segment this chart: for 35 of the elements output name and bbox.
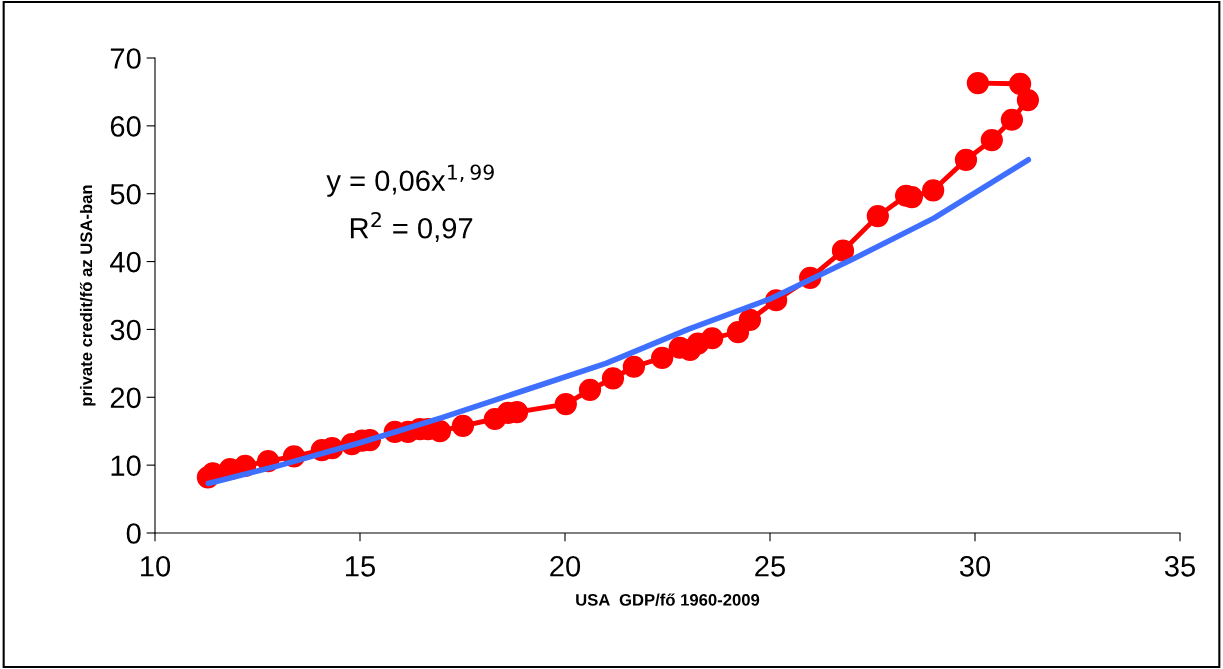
point [831, 239, 855, 262]
point [701, 327, 724, 350]
x-tick-label: 35 [1164, 555, 1195, 577]
y-axis-title: private credit/fő az USA-ban [79, 185, 96, 406]
point [980, 128, 1003, 152]
x-tick-label: 25 [755, 555, 785, 577]
y-tick-label: 20 [110, 387, 141, 409]
x-tick-label: 20 [550, 555, 581, 577]
annotation: y = 0,06x$^{1,99}$ [326, 164, 494, 197]
point [866, 204, 889, 228]
annotation: R$^{2}$ = 0,97 [350, 211, 473, 243]
x-tick-label: 10 [141, 555, 171, 577]
y-tick-label: 10 [111, 455, 141, 476]
y-tick-label: 70 [110, 48, 141, 69]
point [622, 355, 645, 378]
y-tick-label: 0 [126, 523, 141, 544]
y-tick-label: 50 [110, 183, 141, 205]
point [1008, 72, 1032, 95]
point [554, 392, 577, 416]
x-tick-label: 30 [959, 555, 991, 577]
y-tick-label: 30 [110, 319, 141, 341]
point [601, 367, 625, 390]
point [578, 378, 602, 401]
x-axis-title: USA GDP/fő 1960-2009 [576, 593, 760, 606]
point [651, 346, 674, 370]
point [1000, 108, 1024, 131]
y-tick-label: 60 [110, 116, 141, 137]
point [966, 71, 989, 95]
point [451, 414, 475, 437]
point [1016, 88, 1040, 112]
y-tick-label: 40 [110, 251, 141, 273]
x-tick-label: 15 [346, 556, 375, 577]
point [954, 148, 978, 171]
point [922, 179, 945, 202]
point [738, 308, 762, 332]
